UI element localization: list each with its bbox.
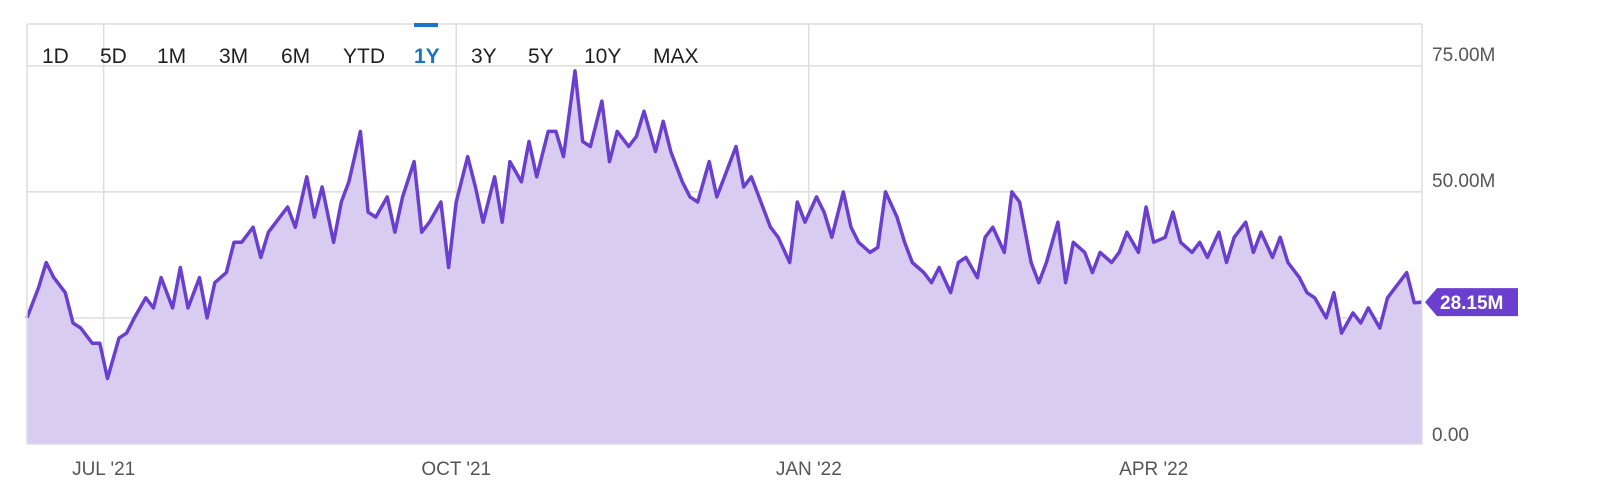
range-button-1d[interactable]: 1D bbox=[42, 45, 69, 68]
series-area bbox=[27, 70, 1422, 445]
range-button-1y[interactable]: 1Y bbox=[414, 45, 440, 68]
y-tick-label: 0.00 bbox=[1432, 425, 1469, 446]
range-active-indicator bbox=[414, 23, 438, 27]
last-value-badge: 28.15M bbox=[1425, 288, 1518, 317]
y-axis-labels: 0.00 50.00M 75.00M bbox=[1432, 45, 1495, 446]
range-selector[interactable]: 1D 5D 1M 3M 6M YTD 1Y 3Y 5Y 10Y MAX bbox=[42, 23, 699, 68]
last-value-label: 28.15M bbox=[1440, 293, 1503, 314]
range-button-10y[interactable]: 10Y bbox=[584, 45, 621, 68]
x-tick-label: OCT '21 bbox=[421, 459, 491, 480]
x-tick-label: JAN '22 bbox=[776, 459, 842, 480]
range-button-5d[interactable]: 5D bbox=[100, 45, 127, 68]
range-button-max[interactable]: MAX bbox=[653, 45, 699, 68]
range-button-3y[interactable]: 3Y bbox=[471, 45, 497, 68]
y-tick-label: 50.00M bbox=[1432, 171, 1495, 192]
chart-frame bbox=[26, 23, 1423, 445]
x-tick-label: APR '22 bbox=[1119, 459, 1188, 480]
last-value-badge-shape bbox=[1425, 288, 1518, 317]
x-axis-labels: JUL '21 OCT '21 JAN '22 APR '22 bbox=[72, 459, 1188, 480]
y-tick-label: 75.00M bbox=[1432, 45, 1495, 66]
range-button-6m[interactable]: 6M bbox=[281, 45, 310, 68]
x-tick-label: JUL '21 bbox=[72, 459, 135, 480]
series-line bbox=[25, 69, 1423, 381]
chart-area-layer bbox=[25, 69, 1423, 445]
range-button-3m[interactable]: 3M bbox=[219, 45, 248, 68]
range-button-1m[interactable]: 1M bbox=[157, 45, 186, 68]
range-button-ytd[interactable]: YTD bbox=[343, 45, 385, 68]
range-button-5y[interactable]: 5Y bbox=[528, 45, 554, 68]
